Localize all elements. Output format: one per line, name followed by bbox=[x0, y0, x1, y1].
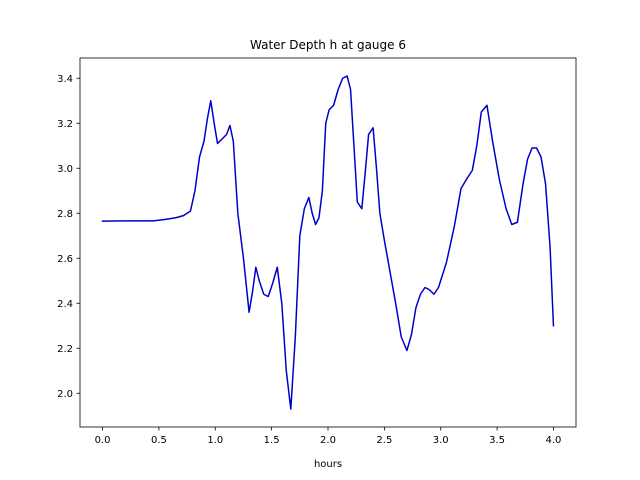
x-tick-label: 1.0 bbox=[207, 435, 223, 446]
x-tick-label: 2.0 bbox=[320, 435, 336, 446]
x-axis: 0.0 0.5 1.0 1.5 2.0 2.5 3.0 3.5 4.0 bbox=[95, 427, 562, 446]
chart-title: Water Depth h at gauge 6 bbox=[250, 38, 406, 52]
y-tick-label: 3.0 bbox=[57, 164, 73, 175]
x-tick-label: 3.0 bbox=[433, 435, 449, 446]
y-tick-label: 2.8 bbox=[57, 209, 73, 220]
y-tick-label: 2.4 bbox=[57, 299, 73, 310]
y-tick-label: 3.4 bbox=[57, 74, 73, 85]
y-tick-label: 2.2 bbox=[57, 344, 73, 355]
y-tick-label: 2.0 bbox=[57, 389, 73, 400]
x-tick-label: 3.5 bbox=[489, 435, 505, 446]
series-line-0 bbox=[101, 75, 555, 410]
y-tick-label: 3.2 bbox=[57, 119, 73, 130]
x-tick-label: 2.5 bbox=[376, 435, 392, 446]
y-axis: 2.0 2.2 2.4 2.6 2.8 3.0 3.2 3.4 bbox=[57, 74, 80, 400]
y-tick-label: 2.6 bbox=[57, 254, 73, 265]
x-tick-label: 0.5 bbox=[151, 435, 167, 446]
x-axis-label: hours bbox=[314, 459, 342, 470]
x-tick-label: 1.5 bbox=[264, 435, 280, 446]
x-tick-label: 0.0 bbox=[95, 435, 111, 446]
x-tick-label: 4.0 bbox=[546, 435, 562, 446]
